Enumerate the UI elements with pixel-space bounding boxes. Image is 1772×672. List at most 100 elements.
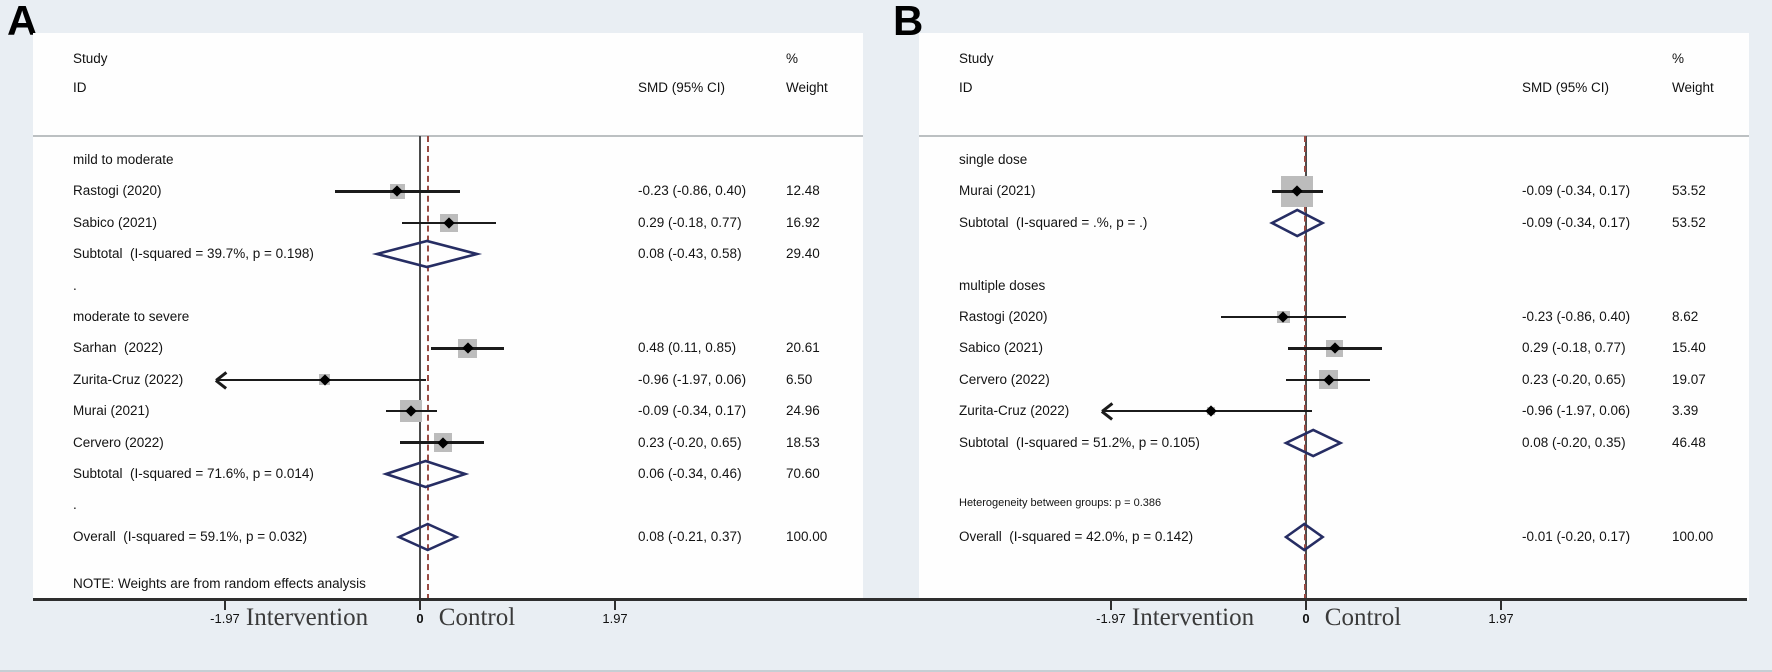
column-header-smd: SMD (95% CI) [1522, 80, 1610, 95]
smd-ci-value: 0.08 (-0.20, 0.35) [1522, 434, 1626, 450]
study-label: Cervero (2022) [959, 371, 1050, 387]
forest-panel-b: B Study ID SMD (95% CI) % Weight -1.97 0 1… [886, 0, 1772, 672]
study-label: Subtotal (I-squared = 51.2%, p = 0.105) [959, 434, 1200, 450]
smd-ci-value: -0.09 (-0.34, 0.17) [638, 403, 747, 419]
column-header-id: ID [959, 80, 973, 95]
weight-value: 100.00 [1672, 528, 1714, 544]
study-label: Zurita-Cruz (2022) [959, 403, 1070, 419]
study-label: Subtotal (I-squared = .%, p = .) [959, 214, 1148, 230]
study-label: Cervero (2022) [73, 434, 164, 450]
group-label: moderate to severe [73, 309, 190, 324]
subtotal-diamond [382, 459, 470, 489]
smd-ci-value: -0.96 (-1.97, 0.06) [1522, 403, 1631, 419]
study-label: Sabico (2021) [73, 214, 158, 230]
smd-ci-value: -0.23 (-0.86, 0.40) [638, 183, 747, 199]
column-header-weight: Weight [786, 80, 828, 95]
overall-diamond [1283, 522, 1326, 552]
x-axis-tick-label: -1.97 [210, 611, 240, 626]
spacer-dot: . [73, 497, 77, 513]
column-header-id: ID [73, 80, 87, 95]
weight-value: 16.92 [786, 214, 820, 230]
weight-value: 53.52 [1672, 214, 1706, 230]
null-effect-line [1305, 136, 1307, 600]
smd-ci-value: -0.96 (-1.97, 0.06) [638, 371, 747, 387]
weight-value: 3.39 [1672, 403, 1699, 419]
study-label: Zurita-Cruz (2022) [73, 371, 184, 387]
weight-value: 24.96 [786, 403, 820, 419]
weight-value: 12.48 [786, 183, 820, 199]
weight-value: 18.53 [786, 434, 820, 450]
weight-value: 15.40 [1672, 340, 1706, 356]
study-label: Subtotal (I-squared = 71.6%, p = 0.014) [73, 466, 314, 481]
smd-ci-value: 0.08 (-0.43, 0.58) [638, 246, 742, 262]
figure-bottom-edge [0, 670, 1772, 672]
smd-ci-value: 0.29 (-0.18, 0.77) [638, 214, 742, 230]
null-effect-line [419, 136, 421, 600]
axis-intervention-label: Intervention [245, 604, 369, 631]
panel-a-letter: A [7, 0, 38, 44]
study-label: Overall (I-squared = 42.0%, p = 0.142) [959, 528, 1194, 544]
smd-ci-value: 0.29 (-0.18, 0.77) [1522, 340, 1626, 356]
x-axis-tick-label: 1.97 [602, 611, 628, 626]
smd-ci-value: -0.23 (-0.86, 0.40) [1522, 309, 1631, 324]
header-separator [919, 135, 1749, 137]
study-label: Subtotal (I-squared = 39.7%, p = 0.198) [73, 246, 314, 262]
subtotal-diamond [1269, 208, 1326, 238]
weight-value: 6.50 [786, 371, 813, 387]
spacer-dot: . [73, 277, 77, 293]
weight-value: 19.07 [1672, 371, 1706, 387]
column-header-percent: % [1672, 51, 1685, 66]
smd-ci-value: 0.48 (0.11, 0.85) [638, 340, 737, 356]
study-label: Rastogi (2020) [959, 309, 1048, 324]
overall-diamond [396, 522, 460, 552]
panel-b-plot-layer: -1.97 0 1.97 single dose Murai (2021) -0.09 (… [886, 0, 1772, 672]
group-label: single dose [959, 152, 1028, 167]
smd-ci-value: 0.23 (-0.20, 0.65) [638, 434, 742, 450]
x-axis-tick [1305, 601, 1307, 610]
weight-value: 53.52 [1672, 183, 1706, 199]
axis-intervention-label: Intervention [1131, 604, 1255, 631]
smd-ci-value: -0.09 (-0.34, 0.17) [1522, 183, 1631, 199]
smd-ci-value: 0.23 (-0.20, 0.65) [1522, 371, 1626, 387]
column-header-weight: Weight [1672, 80, 1714, 95]
x-axis-tick-label: -1.97 [1096, 611, 1126, 626]
overall-estimate-dashed-line [1304, 136, 1306, 600]
x-axis-tick [419, 601, 421, 610]
x-axis-tick-label: 0 [416, 611, 424, 626]
x-axis-tick [223, 601, 226, 610]
smd-ci-value: 0.06 (-0.34, 0.46) [638, 466, 742, 481]
smd-ci-value: -0.09 (-0.34, 0.17) [1522, 214, 1631, 230]
study-label: Murai (2021) [959, 183, 1036, 199]
header-separator [33, 135, 863, 137]
study-label: Overall (I-squared = 59.1%, p = 0.032) [73, 528, 308, 544]
smd-ci-value: 0.08 (-0.21, 0.37) [638, 528, 742, 544]
x-axis-tick [1109, 601, 1112, 610]
weight-value: 70.60 [786, 466, 820, 481]
x-axis-baseline [33, 598, 1747, 601]
heterogeneity-text: Heterogeneity between groups: p = 0.386 [959, 497, 1162, 510]
weight-value: 8.62 [1672, 309, 1699, 324]
x-axis-tick-label: 0 [1302, 611, 1310, 626]
group-label: multiple doses [959, 277, 1046, 293]
study-label: Sabico (2021) [959, 340, 1044, 356]
panel-b-letter: B [893, 0, 924, 44]
x-axis-tick [1500, 601, 1503, 610]
panel-a-plot-layer: -1.97 0 1.97 mild to moderate Rastogi (2020)… [73, 136, 827, 626]
panel-a-plot-background [33, 33, 863, 600]
x-axis-tick-label: 1.97 [1488, 611, 1514, 626]
weight-value: 29.40 [786, 246, 820, 262]
study-label: Rastogi (2020) [73, 183, 162, 199]
weight-value: 20.61 [786, 340, 820, 356]
axis-control-label: Control [1324, 604, 1402, 631]
column-header-percent: % [786, 51, 799, 66]
random-effects-note: NOTE: Weights are from random effects an… [73, 576, 366, 591]
axis-control-label: Control [438, 604, 516, 631]
x-axis-tick [614, 601, 617, 610]
column-header-study: Study [73, 51, 108, 66]
study-label: Sarhan (2022) [73, 340, 164, 356]
smd-ci-value: -0.01 (-0.20, 0.17) [1522, 528, 1631, 544]
column-header-smd: SMD (95% CI) [638, 80, 726, 95]
overall-estimate-dashed-line [426, 136, 429, 600]
weight-value: 46.48 [1672, 434, 1706, 450]
